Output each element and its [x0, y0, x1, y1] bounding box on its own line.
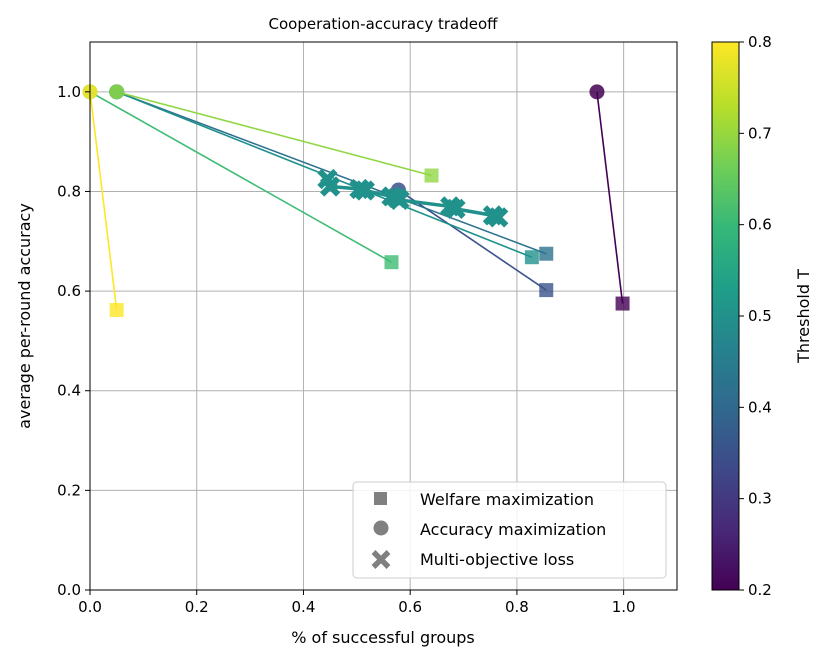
legend-x-marker [371, 550, 391, 569]
y-tick-label: 0.6 [57, 282, 81, 300]
legend-label-multi: Multi-objective loss [420, 550, 574, 569]
markers [82, 84, 630, 318]
y-tick-label: 0.8 [57, 182, 81, 200]
legend-label-welfare: Welfare maximization [420, 490, 594, 509]
y-tick-label: 1.0 [57, 83, 81, 101]
legend-square-marker [374, 492, 387, 505]
series-line-t0.3 [397, 189, 547, 291]
y-tick-label: 0.2 [57, 481, 81, 499]
x-axis-label: % of successful groups [291, 628, 475, 647]
legend-circle-marker [373, 520, 389, 536]
colorbar-ticks: 0.2 0.3 0.4 0.5 0.6 0.7 0.8 [739, 33, 772, 599]
colorbar-label: Threshold T [794, 269, 813, 364]
colorbar-tick-label: 0.8 [748, 33, 772, 51]
colorbar-tick-label: 0.4 [748, 398, 772, 416]
series-lines [90, 91, 624, 311]
plot-frame [89, 41, 678, 591]
welfare-marker-t0.8 [109, 303, 124, 318]
colorbar-gradient [711, 41, 740, 591]
grid [89, 42, 677, 591]
y-tick-label: 0.4 [57, 382, 81, 400]
welfare-marker-t0.5 [524, 250, 539, 265]
colorbar-tick-label: 0.2 [748, 581, 772, 599]
welfare-marker-t0.7 [424, 168, 439, 183]
legend: Welfare maximization Accuracy maximizati… [352, 481, 667, 579]
legend-box [352, 481, 667, 579]
legend-label-accuracy: Accuracy maximization [420, 520, 606, 539]
multi-objective-marker [445, 198, 466, 220]
x-tick-label: 0.0 [78, 598, 102, 616]
colorbar-tick-label: 0.3 [748, 490, 772, 508]
x-tick-label: 0.2 [185, 598, 209, 616]
x-tick-label: 0.8 [505, 598, 529, 616]
y-axis-ticks: 0.0 0.2 0.4 0.6 0.8 1.0 [57, 83, 90, 599]
x-tick-label: 1.0 [612, 598, 636, 616]
multi-objective-marker [488, 207, 509, 228]
colorbar: 0.2 0.3 0.4 0.5 0.6 0.7 0.8 Threshold T [711, 33, 813, 599]
series-line-t0.6 [90, 91, 392, 263]
x-axis-ticks: 0.0 0.2 0.4 0.6 0.8 1.0 [78, 590, 636, 616]
welfare-marker-t0.3 [539, 283, 554, 298]
accuracy-marker-t0.2 [589, 84, 605, 100]
welfare-marker-t0.6 [384, 255, 399, 270]
colorbar-tick-label: 0.5 [748, 307, 772, 325]
colorbar-tick-label: 0.6 [748, 216, 772, 234]
welfare-marker-t0.2 [615, 296, 630, 311]
series-line-t0.8 [90, 91, 118, 311]
colorbar-tick-label: 0.7 [748, 124, 772, 142]
multi-objective-marker [389, 189, 410, 211]
accuracy-marker-t0.7 [109, 84, 125, 100]
series-line-t0.7 [116, 91, 432, 177]
y-tick-label: 0.0 [57, 581, 81, 599]
multi-objective-marker [354, 180, 375, 201]
x-tick-label: 0.4 [292, 598, 316, 616]
x-tick-label: 0.6 [398, 598, 422, 616]
multi-objective-marker [320, 176, 341, 197]
welfare-marker-t0.4 [539, 246, 554, 261]
y-axis-label: average per-round accuracy [15, 203, 34, 429]
chart-title: Cooperation-accuracy tradeoff [268, 15, 498, 33]
series-line-t0.2 [596, 91, 624, 304]
